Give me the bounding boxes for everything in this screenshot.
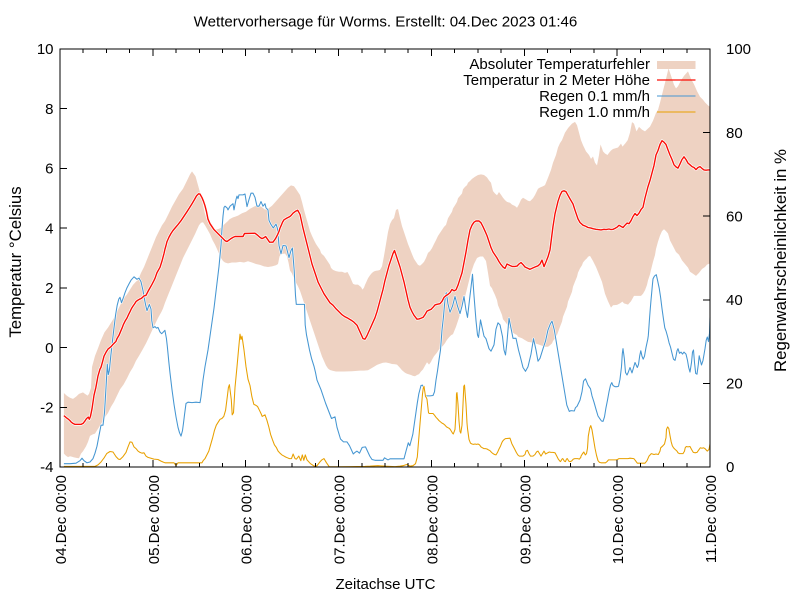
svg-text:Regen 1.0 mm/h: Regen 1.0 mm/h	[539, 104, 650, 121]
svg-text:06.Dec 00:00: 06.Dec 00:00	[239, 475, 256, 564]
svg-text:20: 20	[726, 376, 743, 393]
svg-text:04.Dec 00:00: 04.Dec 00:00	[53, 475, 70, 564]
svg-text:2: 2	[45, 280, 53, 297]
svg-text:8: 8	[45, 101, 53, 118]
svg-text:10.Dec 00:00: 10.Dec 00:00	[610, 475, 627, 564]
svg-text:6: 6	[45, 161, 53, 178]
svg-text:Temperatur °Celsius: Temperatur °Celsius	[6, 186, 25, 337]
svg-text:-2: -2	[40, 400, 53, 417]
svg-text:Wettervorhersage für Worms. Er: Wettervorhersage für Worms. Erstellt: 04…	[194, 14, 578, 31]
svg-text:60: 60	[726, 208, 743, 225]
svg-text:10: 10	[37, 41, 54, 58]
svg-text:07.Dec 00:00: 07.Dec 00:00	[332, 475, 349, 564]
svg-text:09.Dec 00:00: 09.Dec 00:00	[517, 475, 534, 564]
svg-text:11.Dec 00:00: 11.Dec 00:00	[703, 475, 720, 563]
svg-text:Absoluter Temperaturfehler: Absoluter Temperaturfehler	[469, 56, 650, 73]
svg-text:05.Dec 00:00: 05.Dec 00:00	[146, 475, 163, 564]
svg-text:Zeitachse UTC: Zeitachse UTC	[335, 576, 435, 593]
svg-text:4: 4	[45, 220, 53, 237]
svg-text:40: 40	[726, 292, 743, 309]
svg-text:0: 0	[726, 459, 734, 476]
svg-text:0: 0	[45, 340, 53, 357]
svg-text:80: 80	[726, 125, 743, 142]
svg-text:Temperatur in 2 Meter Höhe: Temperatur in 2 Meter Höhe	[463, 72, 650, 89]
svg-text:08.Dec 00:00: 08.Dec 00:00	[424, 475, 441, 564]
svg-text:Regen 0.1 mm/h: Regen 0.1 mm/h	[539, 88, 650, 105]
svg-text:-4: -4	[40, 459, 53, 476]
svg-text:100: 100	[726, 41, 751, 58]
svg-text:Regenwahrscheinlichkeit in %: Regenwahrscheinlichkeit in %	[771, 149, 790, 372]
